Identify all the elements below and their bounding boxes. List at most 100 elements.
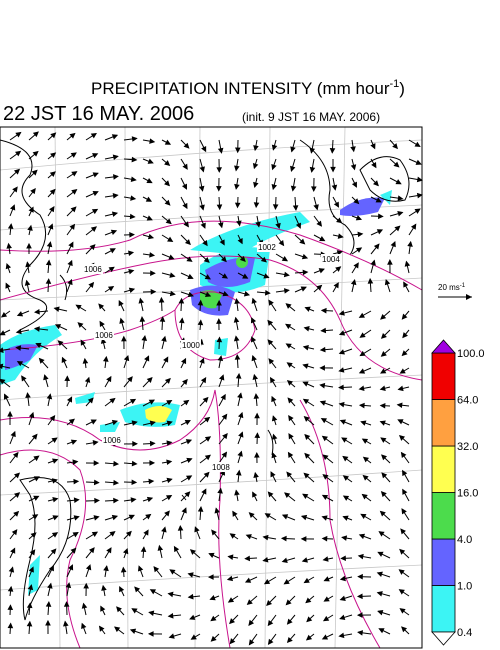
wind-arrow-head [150, 288, 157, 295]
wind-arrow-head [362, 474, 369, 481]
wind-arrow-head [50, 152, 57, 159]
wind-arrow-head [285, 303, 292, 309]
wind-arrow-head [99, 320, 105, 327]
wind-arrow-head [203, 257, 210, 263]
isobar-label: 1006 [95, 331, 113, 340]
wind-arrow-head [339, 419, 346, 425]
wind-arrow-head [169, 272, 176, 278]
wind-arrow-head [377, 609, 384, 616]
wind-arrow-head [286, 636, 293, 644]
wind-arrow-head [252, 373, 259, 380]
wind-arrow-head [197, 319, 204, 326]
wind-arrow-head [68, 241, 74, 248]
wind-arrow-head [234, 353, 241, 360]
wind-arrow-head [410, 223, 417, 230]
wind-arrow-head [356, 612, 363, 618]
wind-arrow-head [323, 596, 330, 602]
wind-arrow-head [414, 208, 421, 214]
wind-arrow-head [379, 420, 386, 426]
wind-arrow-head [147, 158, 154, 164]
wind-arrow-head [181, 183, 187, 190]
wind-arrow-head [396, 402, 403, 409]
wind-arrow-head [91, 208, 99, 215]
wind-arrow-head [243, 291, 251, 297]
wind-arrow-head [380, 368, 387, 374]
wind-arrow-head [357, 553, 364, 560]
wind-arrow-head [167, 236, 174, 243]
wind-arrow-head [61, 356, 67, 363]
wind-arrow-head [211, 529, 217, 536]
wind-arrow-head [15, 328, 22, 335]
wind-arrow-head [35, 342, 42, 349]
wind-arrow-head [398, 569, 405, 575]
isobar-label-bg [321, 254, 341, 264]
wind-arrow-head [50, 132, 57, 139]
wind-arrow-head [198, 185, 205, 192]
map: 1006 1002 1004 1006 1000 1006 1008 [0, 126, 423, 649]
wind-arrow-head [32, 131, 39, 138]
wind-arrow-head [49, 171, 56, 177]
wind-arrow-head [267, 491, 274, 498]
wind-arrow-head [83, 582, 89, 589]
wind-arrow-head [111, 211, 119, 217]
colorbar-segment [431, 445, 456, 493]
wind-arrow-head [0, 330, 6, 336]
init-time: (init. 9 JST 16 MAY. 2006) [242, 110, 380, 124]
wind-arrow-head [177, 524, 184, 531]
wind-arrow-head [131, 136, 138, 142]
wind-arrow-head [350, 164, 357, 171]
wind-arrow-head [271, 415, 278, 422]
wind-arrow-head [300, 286, 307, 292]
wind-arrow-head [287, 397, 294, 404]
wind-arrow-head [146, 376, 153, 383]
wind-arrow-head [153, 566, 160, 573]
wind-arrow-head [112, 193, 119, 199]
wind-arrow-head [169, 569, 176, 575]
wind-arrow-head [201, 145, 207, 153]
wind-arrow-head [106, 547, 112, 554]
wind-arrow-head [221, 413, 228, 420]
wind-arrow-head [239, 255, 246, 262]
wind-arrow-head [77, 322, 84, 328]
isobar-label-bg [102, 435, 122, 445]
wind-arrow-head [70, 439, 78, 445]
wind-arrow-head [16, 361, 24, 367]
wind-arrow-head [338, 384, 344, 391]
wind-arrow-head [338, 401, 345, 408]
wind-arrow-head [189, 549, 196, 555]
wind-arrow-head [302, 398, 310, 405]
wind-arrow-head [128, 514, 135, 520]
wind-arrow-head [147, 631, 154, 637]
wind-arrow-head [306, 616, 313, 623]
wind-arrow-head [27, 584, 34, 591]
reference-vector: 20 ms-1 [438, 283, 472, 300]
wind-arrow-head [129, 231, 135, 238]
wind-arrow-head [164, 199, 171, 206]
wind-arrow-head [164, 510, 170, 517]
wind-arrow-head [333, 282, 339, 289]
wind-arrow-head [248, 639, 255, 646]
wind-arrow-head [67, 278, 73, 286]
wind-arrow-head [173, 545, 180, 553]
wind-arrow-head [303, 577, 310, 584]
wind-arrow-head [220, 256, 227, 263]
wind-arrow-head [168, 633, 175, 639]
wind-arrow-head [208, 552, 215, 559]
title: PRECIPITATION INTENSITY (mm hour-1) [91, 78, 405, 98]
wind-arrow-head [322, 474, 329, 480]
wind-arrow-head [237, 238, 243, 245]
wind-arrow-head [149, 138, 156, 144]
wind-arrow-head [49, 206, 55, 213]
isobar-label: 1004 [322, 255, 340, 264]
wind-arrow-head [416, 176, 423, 183]
wind-arrow-head [28, 206, 34, 213]
wind-arrow-head [125, 530, 132, 537]
wind-arrow-head [350, 279, 357, 286]
wind-arrow-head [255, 221, 261, 228]
wind-arrow-head [204, 416, 211, 423]
wind-arrow-head [45, 619, 51, 626]
wind-arrow-head [337, 233, 344, 239]
wind-arrow-head [380, 437, 387, 443]
wind-arrow-head [33, 308, 40, 315]
wind-arrow-head [320, 418, 328, 424]
